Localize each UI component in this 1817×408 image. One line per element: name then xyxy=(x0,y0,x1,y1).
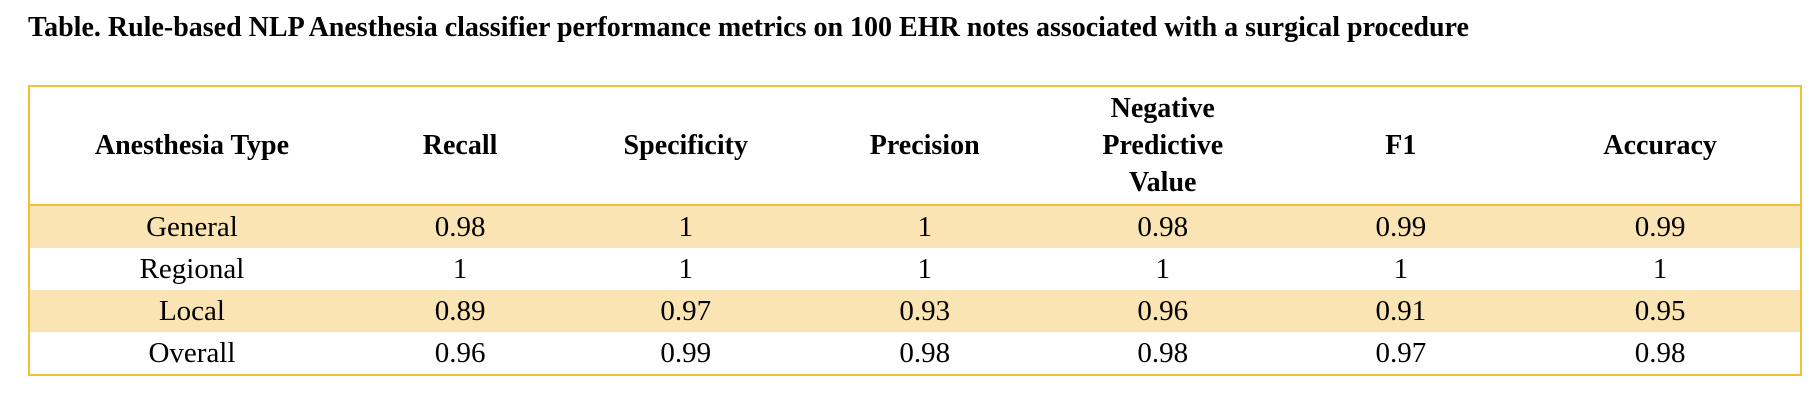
table-caption: Table. Rule-based NLP Anesthesia classif… xyxy=(28,12,1469,43)
cell-npv: 0.98 xyxy=(1044,332,1282,374)
cell-recall: 0.89 xyxy=(353,290,567,332)
cell-f1: 1 xyxy=(1281,248,1521,290)
header-recall: Recall xyxy=(353,87,567,206)
cell-specificity: 0.99 xyxy=(566,332,806,374)
cell-accuracy: 0.95 xyxy=(1520,290,1800,332)
header-negative-predictive-value: Negative Predictive Value xyxy=(1044,87,1282,206)
cell-anesthesia-type: Overall xyxy=(30,332,354,374)
cell-recall: 1 xyxy=(353,248,567,290)
cell-specificity: 1 xyxy=(566,248,806,290)
header-f1: F1 xyxy=(1281,87,1521,206)
cell-f1: 0.99 xyxy=(1281,205,1521,248)
metrics-table: Anesthesia Type Recall Specificity Preci… xyxy=(30,87,1800,374)
cell-recall: 0.98 xyxy=(353,205,567,248)
header-accuracy: Accuracy xyxy=(1520,87,1800,206)
cell-npv: 0.98 xyxy=(1044,205,1282,248)
table-row-overall: Overall 0.96 0.99 0.98 0.98 0.97 0.98 xyxy=(30,332,1800,374)
cell-accuracy: 0.98 xyxy=(1520,332,1800,374)
cell-precision: 0.98 xyxy=(805,332,1045,374)
cell-specificity: 1 xyxy=(566,205,806,248)
cell-accuracy: 1 xyxy=(1520,248,1800,290)
cell-anesthesia-type: Local xyxy=(30,290,354,332)
cell-anesthesia-type: Regional xyxy=(30,248,354,290)
cell-precision: 0.93 xyxy=(805,290,1045,332)
table-row-local: Local 0.89 0.97 0.93 0.96 0.91 0.95 xyxy=(30,290,1800,332)
header-specificity: Specificity xyxy=(566,87,806,206)
header-precision: Precision xyxy=(805,87,1045,206)
cell-specificity: 0.97 xyxy=(566,290,806,332)
table-row-regional: Regional 1 1 1 1 1 1 xyxy=(30,248,1800,290)
cell-recall: 0.96 xyxy=(353,332,567,374)
cell-accuracy: 0.99 xyxy=(1520,205,1800,248)
table-row-general: General 0.98 1 1 0.98 0.99 0.99 xyxy=(30,205,1800,248)
header-npv-line-3: Value xyxy=(1129,167,1197,198)
cell-f1: 0.91 xyxy=(1281,290,1521,332)
header-anesthesia-type: Anesthesia Type xyxy=(30,87,354,206)
table-header-row: Anesthesia Type Recall Specificity Preci… xyxy=(30,87,1800,206)
cell-precision: 1 xyxy=(805,248,1045,290)
cell-precision: 1 xyxy=(805,205,1045,248)
cell-anesthesia-type: General xyxy=(30,205,354,248)
cell-npv: 0.96 xyxy=(1044,290,1282,332)
header-npv-line-2: Predictive xyxy=(1102,130,1224,161)
cell-npv: 1 xyxy=(1044,248,1282,290)
metrics-table-container: Anesthesia Type Recall Specificity Preci… xyxy=(28,85,1802,376)
header-npv-line-1: Negative xyxy=(1110,93,1215,124)
cell-f1: 0.97 xyxy=(1281,332,1521,374)
